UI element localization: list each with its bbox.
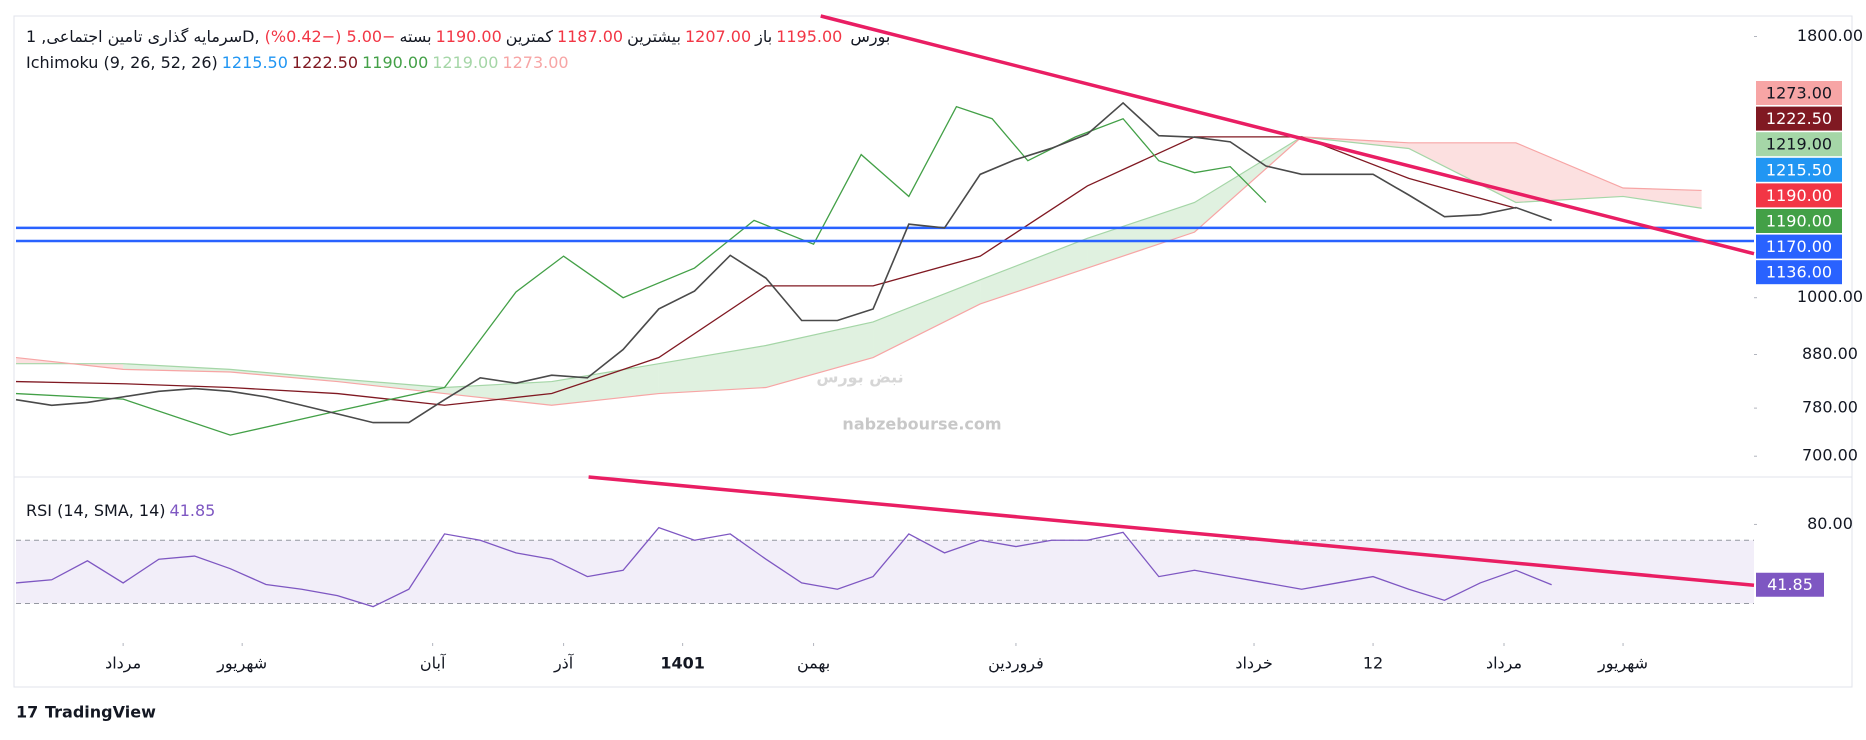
price-badge-label: 1136.00 <box>1766 263 1832 282</box>
x-tick-label: آبان <box>420 654 447 673</box>
watermark-logo: نبض بورس <box>816 368 903 387</box>
ichimoku-line <box>15 136 1517 406</box>
ohlc: 1195.00باز1207.00بیشترین1187.00کمترین119… <box>399 27 846 46</box>
ichimoku-title: Ichimoku (9, 26, 52, 26) <box>26 53 218 72</box>
price-badge-label: 1215.50 <box>1766 160 1832 179</box>
rsi-badge-label: 41.85 <box>1767 575 1813 594</box>
price-badge <box>1756 132 1842 157</box>
ichimoku-value: 1219.00 <box>432 53 499 72</box>
price-badge-label: 1222.50 <box>1766 109 1832 128</box>
x-tick-label: بهمن <box>797 654 830 674</box>
price-badge-label: 1170.00 <box>1766 237 1832 256</box>
y-tick-label: 780.00 <box>1802 398 1858 417</box>
ohlc-value: 1207.00 <box>684 27 752 46</box>
ohlc-label: کمترین <box>505 27 553 46</box>
price-badge <box>1756 81 1842 105</box>
ichimoku-value: 1222.50 <box>291 53 359 72</box>
rsi-title: RSI (14, SMA, 14) <box>26 501 166 520</box>
price-badge <box>1756 157 1842 182</box>
rsi-badge <box>1756 572 1824 597</box>
rsi-band <box>16 540 1754 604</box>
price-badge <box>1756 106 1842 131</box>
y-tick-label: 80.00 <box>1807 514 1853 533</box>
cloud-segment <box>658 345 766 394</box>
cloud-segment <box>1515 142 1624 203</box>
price-badge <box>1756 183 1842 208</box>
ichimoku-value: 1215.50 <box>221 53 288 72</box>
brand: TradingView <box>45 703 156 722</box>
y-tick-label: 880.00 <box>1802 344 1858 363</box>
rsi-legend: RSI (14, SMA, 14) 41.85 <box>26 498 219 524</box>
y-tick-label: 700.00 <box>1802 446 1858 465</box>
ohlc-value: 1190.00 <box>435 27 502 46</box>
symbol-row: سرمایه گذاری تامین اجتماعی, 1D, بورس1195… <box>26 24 894 50</box>
ohlc-value: 1195.00 <box>776 27 843 46</box>
ohlc-label: بیشترین <box>627 27 681 46</box>
x-tick-label: شهریور <box>216 654 267 674</box>
x-tick-label: 1401 <box>660 654 705 673</box>
y-tick-label: 1000.00 <box>1797 287 1863 306</box>
rsi-value: 41.85 <box>169 501 216 520</box>
cloud-segment <box>1623 188 1702 209</box>
rsi-line <box>15 526 1552 608</box>
cloud-segment <box>980 238 1088 304</box>
cloud-segment <box>551 363 659 406</box>
cloud-segment <box>873 279 981 358</box>
span-b <box>15 136 1702 406</box>
trendline <box>820 14 1755 256</box>
legend: سرمایه گذاری تامین اجتماعی, 1D, بورس1195… <box>26 24 894 520</box>
cloud-segment <box>1087 202 1195 269</box>
ichimoku-line <box>15 105 1267 436</box>
rsi-trendline <box>588 475 1755 588</box>
change: −5.00 (−0.42%) <box>264 27 396 46</box>
frame <box>13 15 1853 688</box>
cloud-segment <box>765 321 874 388</box>
cloud-segment <box>230 369 338 382</box>
x-tick-label: آذر <box>553 654 575 674</box>
x-tick-label: خرداد <box>1235 654 1272 674</box>
ichimoku-value: 1190.00 <box>362 53 429 72</box>
price-line <box>15 101 1552 424</box>
x-tick-label: مرداد <box>1486 654 1522 674</box>
y-tick-label: 1800.00 <box>1797 26 1863 45</box>
price-badge-label: 1190.00 <box>1766 212 1832 231</box>
cloud-segment <box>337 378 445 394</box>
price-badge <box>1756 260 1842 285</box>
x-tick-label: مرداد <box>105 654 141 674</box>
watermark-site: nabzebourse.com <box>842 415 1001 434</box>
price-badge <box>1756 209 1842 233</box>
price-badge-label: 1273.00 <box>1766 84 1832 103</box>
x-tick-label: 12 <box>1363 654 1383 673</box>
ohlc-value: 1187.00 <box>556 27 624 46</box>
price-badge-label: 1190.00 <box>1766 186 1832 205</box>
ohlc-label: بسته <box>399 27 432 46</box>
ichimoku-legend: Ichimoku (9, 26, 52, 26) 1215.50 1222.50 11… <box>26 50 894 76</box>
x-tick-label: شهریور <box>1597 654 1648 674</box>
ichimoku-value: 1273.00 <box>502 53 569 72</box>
price-badge <box>1756 234 1842 259</box>
brand-logo: 𝟭𝟳 <box>16 703 38 722</box>
cloud-segment <box>444 381 552 406</box>
x-tick-label: فروردین <box>988 654 1044 674</box>
ohlc-label: باز <box>755 27 773 46</box>
span-a <box>16 136 1702 389</box>
price-badge-label: 1219.00 <box>1766 135 1832 154</box>
